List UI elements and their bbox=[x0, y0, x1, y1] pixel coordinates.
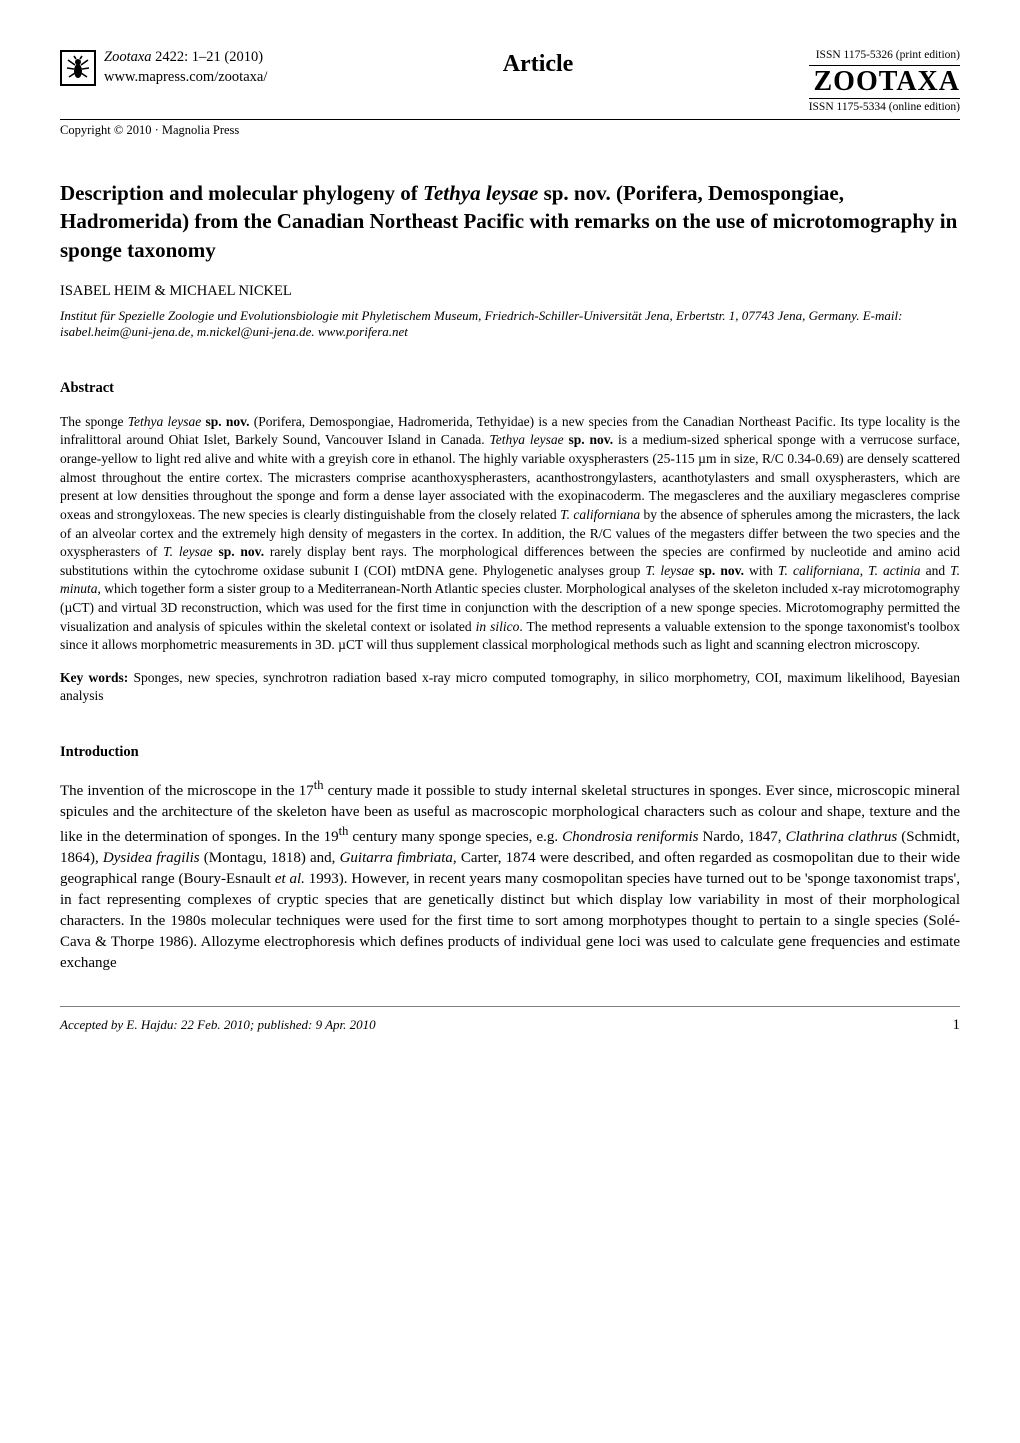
article-label: Article bbox=[267, 48, 808, 80]
affiliation-text: Institut für Spezielle Zoologie und Evol… bbox=[60, 308, 960, 342]
title-pre: Description and molecular phylogeny of bbox=[60, 181, 423, 205]
issn-print-text: ISSN 1175-5326 (print edition) bbox=[809, 48, 960, 66]
in-t4: th bbox=[339, 824, 349, 838]
issn-online-text: ISSN 1175-5334 (online edition) bbox=[809, 98, 960, 116]
abs-t3: sp. nov. bbox=[201, 414, 249, 429]
keywords-label: Key words: bbox=[60, 670, 128, 685]
accepted-text: Accepted by E. Hajdu: 22 Feb. 2010; publ… bbox=[60, 1016, 376, 1034]
abs-t13: T. leysae bbox=[645, 563, 694, 578]
introduction-heading: Introduction bbox=[60, 743, 960, 763]
abs-t6: sp. nov. bbox=[564, 432, 613, 447]
abstract-paragraph: The sponge Tethya leysae sp. nov. (Porif… bbox=[60, 413, 960, 655]
abstract-heading: Abstract bbox=[60, 379, 960, 399]
insect-icon bbox=[64, 54, 92, 82]
volume-pages-text: 2422: 1–21 (2010) bbox=[152, 49, 264, 65]
journal-ref: Zootaxa 2422: 1–21 (2010) bbox=[104, 48, 267, 68]
in-t12: Guitarra fimbriata bbox=[340, 850, 453, 866]
copyright-text: Copyright © 2010 · Magnolia Press bbox=[60, 119, 960, 139]
intro-paragraph: The invention of the microscope in the 1… bbox=[60, 777, 960, 974]
journal-header: Zootaxa 2422: 1–21 (2010) www.mapress.co… bbox=[60, 48, 960, 115]
in-t7: Nardo, 1847, bbox=[698, 829, 785, 845]
abs-t8: T. californiana bbox=[560, 507, 640, 522]
abs-t22: in silico bbox=[476, 619, 520, 634]
abs-t15: with bbox=[744, 563, 778, 578]
abs-t17: , bbox=[860, 563, 868, 578]
abs-t5: Tethya leysae bbox=[490, 432, 564, 447]
header-left: Zootaxa 2422: 1–21 (2010) www.mapress.co… bbox=[60, 48, 267, 87]
page-footer: Accepted by E. Hajdu: 22 Feb. 2010; publ… bbox=[60, 1006, 960, 1035]
abs-t1: The sponge bbox=[60, 414, 128, 429]
zootaxa-icon bbox=[60, 50, 96, 86]
abs-t19: and bbox=[921, 563, 951, 578]
keywords-b: in silico bbox=[624, 670, 669, 685]
abs-t10: T. leysae bbox=[163, 544, 212, 559]
in-t5: century many sponge species, e.g. bbox=[348, 829, 562, 845]
in-t2: th bbox=[314, 778, 324, 792]
authors-text: ISABEL HEIM & MICHAEL NICKEL bbox=[60, 282, 960, 302]
keywords-a: Sponges, new species, synchrotron radiat… bbox=[128, 670, 624, 685]
article-title: Description and molecular phylogeny of T… bbox=[60, 179, 960, 264]
page-number: 1 bbox=[953, 1015, 961, 1035]
journal-url: www.mapress.com/zootaxa/ bbox=[104, 68, 267, 88]
in-t14: et al. bbox=[275, 871, 305, 887]
title-species: Tethya leysae bbox=[423, 181, 538, 205]
header-right: ISSN 1175-5326 (print edition) ZOOTAXA I… bbox=[809, 48, 960, 115]
abs-t14: sp. nov. bbox=[694, 563, 744, 578]
abs-t18: T. actinia bbox=[868, 563, 920, 578]
keywords-paragraph: Key words: Sponges, new species, synchro… bbox=[60, 669, 960, 705]
in-t8: Clathrina clathrus bbox=[786, 829, 898, 845]
zootaxa-logo-text: ZOOTAXA bbox=[809, 68, 960, 96]
in-t11: (Montagu, 1818) and, bbox=[200, 850, 340, 866]
abs-t2: Tethya leysae bbox=[128, 414, 202, 429]
journal-ref-block: Zootaxa 2422: 1–21 (2010) www.mapress.co… bbox=[104, 48, 267, 87]
abs-t16: T. californiana bbox=[778, 563, 860, 578]
in-t6: Chondrosia reniformis bbox=[562, 829, 698, 845]
in-t1: The invention of the microscope in the 1… bbox=[60, 783, 314, 799]
in-t10: Dysidea fragilis bbox=[103, 850, 200, 866]
abs-t11: sp. nov. bbox=[213, 544, 264, 559]
